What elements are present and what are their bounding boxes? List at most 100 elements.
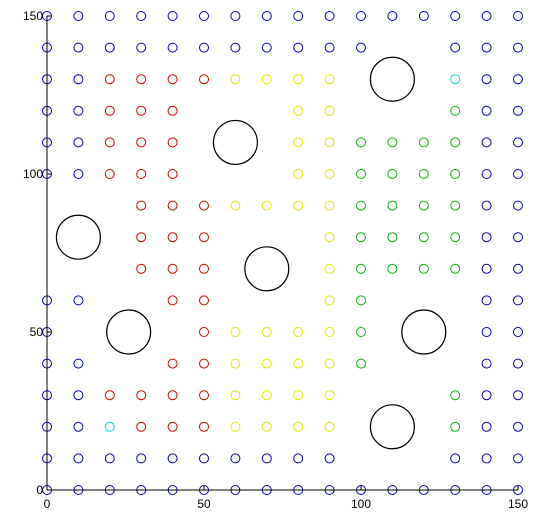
data-point — [136, 390, 147, 401]
x-tick-label: 100 — [351, 497, 371, 511]
data-point — [230, 42, 241, 53]
data-point — [324, 327, 335, 337]
data-point — [324, 200, 335, 211]
y-tick-label: 0 — [36, 483, 43, 497]
data-point — [73, 169, 84, 179]
data-point — [513, 74, 523, 85]
data-point — [324, 232, 335, 243]
data-point — [450, 42, 461, 53]
data-point — [513, 390, 523, 401]
data-point — [167, 11, 178, 21]
data-point — [324, 42, 335, 53]
data-point — [513, 169, 523, 179]
data-point — [324, 390, 335, 401]
data-point — [481, 169, 492, 179]
data-point — [324, 105, 335, 116]
data-point — [73, 11, 84, 21]
data-point — [293, 11, 304, 21]
data-point — [513, 421, 523, 432]
data-point — [230, 390, 241, 401]
data-point — [167, 295, 178, 306]
data-point — [199, 232, 209, 243]
data-point — [481, 390, 492, 401]
data-point — [387, 200, 398, 211]
data-point — [293, 421, 304, 432]
data-point — [387, 263, 398, 274]
data-point — [261, 74, 272, 85]
data-point — [481, 200, 492, 211]
data-point — [418, 137, 429, 148]
data-point — [104, 137, 115, 148]
y-tick-label: 150 — [23, 9, 43, 23]
data-point — [481, 105, 492, 116]
data-point — [513, 105, 523, 116]
data-point — [199, 263, 209, 274]
data-point — [136, 232, 147, 243]
data-point — [199, 327, 209, 337]
data-point — [230, 358, 241, 369]
data-point — [387, 169, 398, 179]
data-point — [73, 295, 84, 306]
data-point — [356, 358, 366, 369]
data-point — [104, 11, 115, 21]
obstacle-circle — [369, 56, 415, 102]
data-point — [167, 74, 178, 85]
data-point — [104, 390, 115, 401]
data-point — [104, 74, 115, 85]
obstacle-circle — [244, 246, 290, 292]
data-point — [73, 390, 84, 401]
data-point — [293, 390, 304, 401]
data-point — [387, 137, 398, 148]
data-point — [199, 421, 209, 432]
data-point — [136, 263, 147, 274]
data-point — [167, 232, 178, 243]
data-point — [261, 358, 272, 369]
data-point — [199, 200, 209, 211]
data-point — [356, 11, 366, 21]
data-point — [324, 74, 335, 85]
data-point — [481, 42, 492, 53]
data-point — [261, 327, 272, 337]
data-point — [136, 169, 147, 179]
data-point — [293, 453, 304, 464]
data-point — [167, 42, 178, 53]
data-point — [261, 453, 272, 464]
data-point — [199, 74, 209, 85]
x-tick-label: 50 — [197, 497, 211, 511]
data-point — [324, 295, 335, 306]
data-point — [293, 358, 304, 369]
axis-ticks: 0 50 100 150 0 50 100 150 — [23, 9, 528, 511]
data-point — [293, 169, 304, 179]
data-point — [73, 105, 84, 116]
data-point — [104, 421, 115, 432]
data-point — [481, 232, 492, 243]
data-point — [230, 11, 241, 21]
data-point — [293, 327, 304, 337]
data-point — [167, 169, 178, 179]
data-point — [356, 295, 366, 306]
data-point — [356, 263, 366, 274]
data-point — [136, 137, 147, 148]
data-point — [230, 453, 241, 464]
data-point — [73, 42, 84, 53]
data-point — [167, 390, 178, 401]
data-point — [199, 358, 209, 369]
data-point — [104, 169, 115, 179]
data-point — [450, 390, 461, 401]
data-point — [450, 421, 461, 432]
data-point — [481, 137, 492, 148]
data-point — [136, 200, 147, 211]
data-point — [230, 200, 241, 211]
data-point — [167, 105, 178, 116]
data-point — [293, 200, 304, 211]
data-point — [387, 11, 398, 21]
data-point — [513, 263, 523, 274]
data-point — [324, 263, 335, 274]
data-point — [356, 327, 366, 337]
data-point — [199, 295, 209, 306]
data-point — [167, 263, 178, 274]
data-point — [167, 421, 178, 432]
data-point — [230, 421, 241, 432]
data-point — [73, 74, 84, 85]
data-point — [513, 42, 523, 53]
